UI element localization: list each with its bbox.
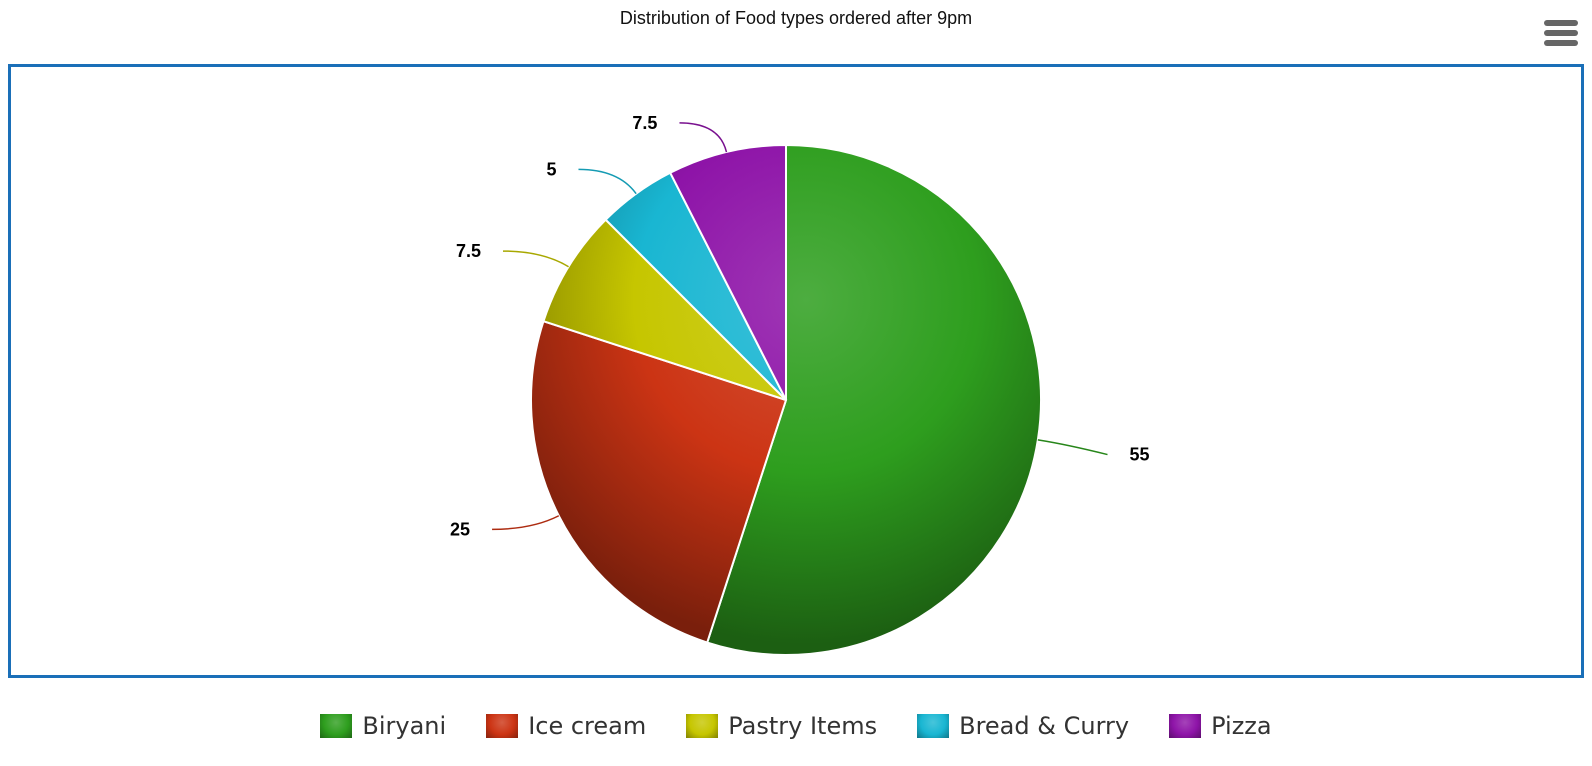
data-label-connector <box>502 250 569 268</box>
hamburger-menu-icon-bar <box>1544 30 1578 36</box>
chart-legend: Biryani Ice cream Pastry Items Bread & Curr… <box>0 712 1592 740</box>
legend-swatch <box>486 714 519 738</box>
data-label-connector <box>679 122 728 153</box>
data-label: 5 <box>546 159 556 179</box>
chart-plot-area: 55 25 7.5 5 7.5 <box>8 64 1584 678</box>
legend-swatch <box>686 714 719 738</box>
legend-item-ice-cream[interactable]: Ice cream <box>486 712 646 740</box>
legend-label: Pastry Items <box>728 712 878 740</box>
pie-chart: 55 25 7.5 5 7.5 <box>450 113 1150 656</box>
legend-label: Ice cream <box>528 712 647 740</box>
data-label-connector <box>578 168 637 195</box>
pie-slice-ice-cream[interactable] <box>530 319 788 644</box>
chart-menu-button[interactable] <box>1544 20 1578 50</box>
data-label: 7.5 <box>456 241 481 261</box>
legend-item-biryani[interactable]: Biryani <box>320 712 446 740</box>
legend-item-bread-curry[interactable]: Bread & Curry <box>917 712 1129 740</box>
hamburger-menu-icon-bar <box>1544 40 1578 46</box>
legend-label: Biryani <box>362 712 447 740</box>
hamburger-menu-icon <box>1544 20 1578 26</box>
legend-label: Bread & Curry <box>959 712 1130 740</box>
legend-item-pizza[interactable]: Pizza <box>1169 712 1272 740</box>
data-label-connector <box>1037 439 1108 456</box>
pie-slice-pastry-items[interactable] <box>542 218 787 401</box>
chart-title: Distribution of Food types ordered after… <box>619 8 973 28</box>
legend-label: Pizza <box>1211 712 1272 740</box>
data-label-connector <box>492 515 560 531</box>
data-label: 55 <box>1129 445 1149 465</box>
legend-swatch <box>320 714 353 738</box>
legend-swatch <box>917 714 950 738</box>
legend-swatch <box>1169 714 1202 738</box>
data-label: 7.5 <box>632 113 657 133</box>
data-label: 25 <box>450 519 470 539</box>
pie-slice-biryani[interactable] <box>705 143 1042 656</box>
legend-item-pastry-items[interactable]: Pastry Items <box>686 712 877 740</box>
